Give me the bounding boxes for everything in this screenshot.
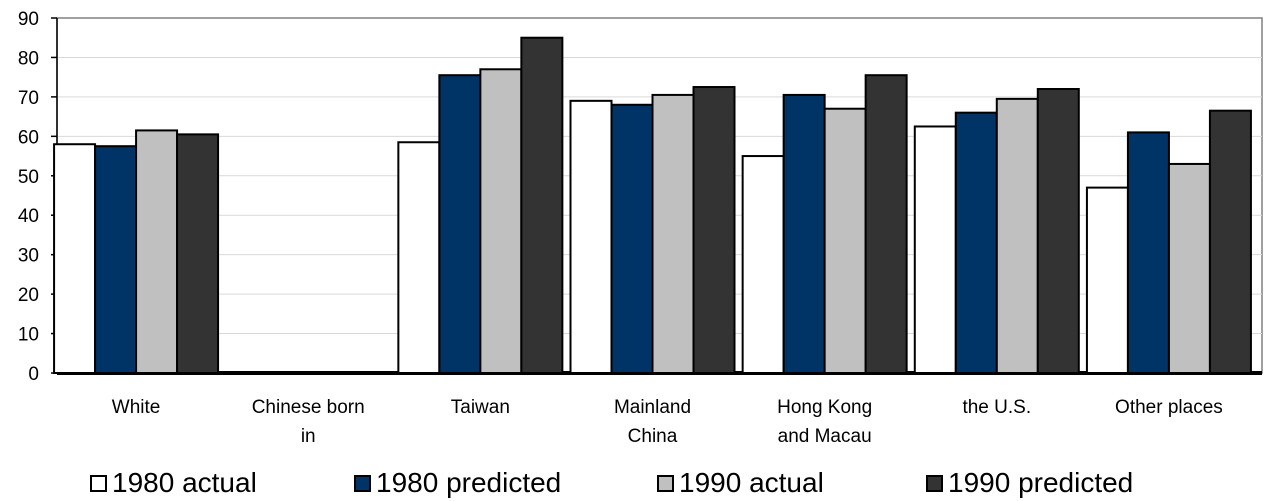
category-label: in xyxy=(301,426,316,447)
category-label: and Macau xyxy=(778,426,872,447)
y-tick-label: 90 xyxy=(18,9,39,30)
legend-swatch-1980-predicted xyxy=(354,474,371,492)
y-tick-label: 80 xyxy=(18,48,39,69)
bar-1990-actual xyxy=(651,93,695,375)
legend-item-1990-predicted: 1990 predicted xyxy=(926,466,1133,500)
category-label: Other places xyxy=(1115,397,1223,418)
legend-item-1980-actual: 1980 actual xyxy=(90,466,257,500)
bar-1990-actual xyxy=(823,107,867,374)
category-label: Hong Kong xyxy=(777,397,872,418)
y-tick-label: 70 xyxy=(18,88,39,109)
bar-1980-predicted xyxy=(610,103,654,375)
y-tick-label: 30 xyxy=(18,246,39,267)
bar-1980-predicted xyxy=(782,93,826,375)
bar-1980-predicted xyxy=(954,111,998,375)
bar-1980-actual xyxy=(913,125,957,374)
bar-1990-predicted xyxy=(176,133,220,374)
legend-label: 1990 predicted xyxy=(948,467,1134,498)
legend-item-1990-actual: 1990 actual xyxy=(657,466,824,500)
category-labels: White Chinese born in Taiwan Mainland China Ho… xyxy=(112,397,1223,447)
bar-1990-actual xyxy=(135,129,179,374)
legend-label: 1980 predicted xyxy=(376,467,562,498)
bar-1990-predicted xyxy=(864,74,908,374)
bar-1980-predicted xyxy=(1126,131,1170,374)
y-tick-label: 60 xyxy=(18,127,39,148)
category-label: the U.S. xyxy=(962,397,1031,418)
bars xyxy=(53,36,1252,375)
bar-1980-actual xyxy=(741,155,785,374)
y-tick-label: 50 xyxy=(18,167,39,188)
bar-1980-actual xyxy=(53,143,97,374)
legend: 1980 actual 1980 predicted 1990 actual 1… xyxy=(0,466,1267,501)
bar-1990-predicted xyxy=(692,86,736,375)
category-label: China xyxy=(628,426,678,447)
legend-label: 1990 actual xyxy=(679,467,824,498)
category-label: Chinese born xyxy=(252,397,365,418)
legend-swatch-1980-actual xyxy=(90,474,107,492)
bar-chart: 0 10 20 30 40 50 60 70 80 90 White Chinese born in T… xyxy=(18,9,1263,447)
bar-1990-predicted xyxy=(1208,109,1252,374)
y-tick-label: 40 xyxy=(18,206,39,227)
bar-1980-actual xyxy=(569,99,613,374)
y-tick-label: 0 xyxy=(28,364,39,385)
legend-swatch-1990-actual xyxy=(657,474,674,492)
bar-1980-predicted xyxy=(94,145,138,374)
legend-item-1980-predicted: 1980 predicted xyxy=(354,466,561,500)
bar-1990-actual xyxy=(995,97,1039,374)
bar-1980-actual xyxy=(1085,186,1129,374)
bar-1990-predicted xyxy=(520,36,564,374)
category-label: Mainland xyxy=(614,397,691,418)
category-label: White xyxy=(112,397,161,418)
y-tick-label: 10 xyxy=(18,325,39,346)
legend-swatch-1990-predicted xyxy=(926,474,943,492)
bar-1980-actual xyxy=(397,141,441,374)
bar-1980-predicted xyxy=(438,74,482,374)
category-label: Taiwan xyxy=(451,397,510,418)
y-tick-label: 20 xyxy=(18,285,39,306)
bar-1990-actual xyxy=(1167,162,1211,374)
legend-label: 1980 actual xyxy=(112,467,257,498)
bar-1990-predicted xyxy=(1036,88,1080,374)
bar-1990-actual xyxy=(479,68,523,375)
